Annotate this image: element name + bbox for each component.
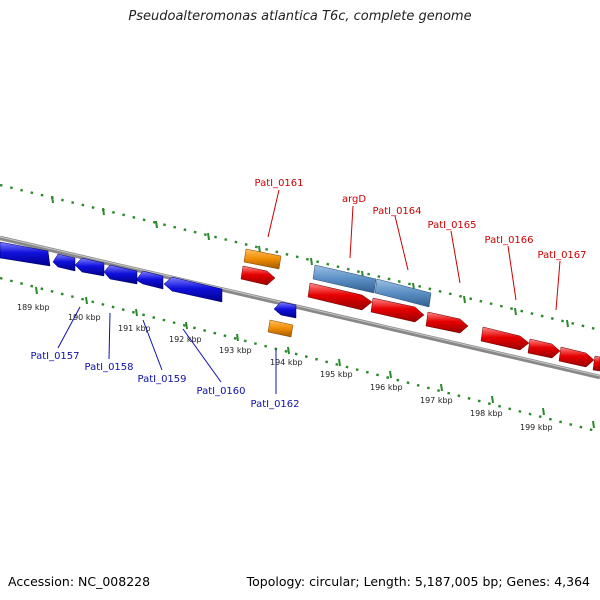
outer-major-tick <box>463 295 466 304</box>
reverse-cds-arrow[interactable] <box>103 264 138 285</box>
inner-major-tick <box>542 407 545 416</box>
inner-major-tick <box>287 346 290 355</box>
forward-cds-arrow[interactable] <box>370 297 425 323</box>
ruler-label: 190 kbp <box>68 313 101 322</box>
ruler-label: 191 kbp <box>118 324 151 333</box>
inner-tick-ruler <box>0 276 600 434</box>
inner-major-tick <box>135 308 138 317</box>
inner-major-tick <box>35 286 38 295</box>
leader-line <box>142 319 163 371</box>
rrna-feature[interactable] <box>267 319 294 338</box>
inner-major-tick <box>236 333 239 342</box>
reverse-gene-leaders <box>57 306 277 394</box>
gene-feature[interactable] <box>374 278 432 308</box>
gene-label-argd[interactable]: argD <box>342 194 366 205</box>
leader-line <box>108 312 111 360</box>
inner-major-ticks <box>35 286 595 429</box>
page-title: Pseudoalteromonas atlantica T6c, complet… <box>128 9 472 24</box>
ruler-label: 192 kbp <box>169 335 202 344</box>
inner-major-tick <box>491 395 494 404</box>
forward-cds-arrow[interactable] <box>480 326 530 351</box>
gene-label-patl-0160[interactable]: PatI_0160 <box>196 386 245 397</box>
leader-line <box>450 230 461 284</box>
leader-line <box>267 189 280 238</box>
accession-text: Accession: NC_008228 <box>8 574 151 589</box>
gene-label-patl-0162[interactable]: PatI_0162 <box>250 399 299 410</box>
reverse-cds-arrow[interactable] <box>135 270 164 290</box>
outer-major-tick <box>207 232 210 241</box>
inner-major-tick <box>440 383 443 392</box>
leader-line <box>394 215 409 271</box>
rrna-features <box>243 248 294 338</box>
inner-major-tick <box>85 296 88 305</box>
rrna-feature[interactable] <box>243 248 282 270</box>
reverse-cds-arrow[interactable] <box>163 276 223 303</box>
ruler-labels: 189 kbp 190 kbp 191 kbp 192 kbp 193 kbp … <box>17 303 553 432</box>
ruler-label: 194 kbp <box>270 358 303 367</box>
gene-label-patl-0164[interactable]: PatI_0164 <box>372 206 421 217</box>
genome-summary-text: Topology: circular; Length: 5,187,005 bp… <box>246 574 590 589</box>
gene-label-patl-0161[interactable]: PatI_0161 <box>254 178 303 189</box>
inner-major-tick <box>389 370 392 379</box>
forward-cds-arrow[interactable] <box>527 338 561 359</box>
gene-features <box>312 264 432 308</box>
ruler-label: 193 kbp <box>219 346 252 355</box>
backbone-line <box>0 235 600 380</box>
gene-label-patl-0165[interactable]: PatI_0165 <box>427 220 476 231</box>
outer-major-tick <box>310 257 313 266</box>
inner-major-tick <box>592 420 595 429</box>
outer-major-ticks <box>51 195 569 328</box>
gene-label-patl-0167[interactable]: PatI_0167 <box>537 250 586 261</box>
inner-major-tick <box>338 358 341 367</box>
outer-major-tick <box>51 195 54 204</box>
gene-label-patl-0166[interactable]: PatI_0166 <box>484 235 533 246</box>
gene-label-patl-0157[interactable]: PatI_0157 <box>30 351 79 362</box>
inner-major-tick <box>185 321 188 330</box>
leader-line <box>349 205 354 259</box>
forward-gene-leaders <box>267 189 561 311</box>
ruler-label: 199 kbp <box>520 423 553 432</box>
argD-gene-feature[interactable] <box>312 264 377 294</box>
leader-line <box>57 306 81 349</box>
reverse-cds-arrow[interactable] <box>0 241 51 267</box>
reverse-cds-arrow[interactable] <box>74 257 105 277</box>
reverse-cds-arrow[interactable] <box>273 301 297 319</box>
gene-label-patl-0158[interactable]: PatI_0158 <box>84 362 133 373</box>
leader-line <box>182 328 222 383</box>
forward-cds-arrow[interactable] <box>592 355 600 372</box>
leader-line <box>507 245 517 301</box>
forward-cds-arrow[interactable] <box>240 265 276 286</box>
ruler-label: 196 kbp <box>370 383 403 392</box>
genome-backbone <box>0 235 600 380</box>
forward-cds-arrow[interactable] <box>558 346 595 368</box>
outer-major-tick <box>566 319 569 328</box>
ruler-label: 195 kbp <box>320 370 353 379</box>
leader-line <box>555 260 561 311</box>
outer-major-tick <box>155 220 158 229</box>
forward-gene-labels: PatI_0161 argD PatI_0164 PatI_0165 PatI_… <box>254 178 586 261</box>
outer-major-tick <box>514 307 517 316</box>
outer-major-tick <box>102 207 105 216</box>
forward-strand-genes <box>240 265 600 372</box>
ruler-label: 189 kbp <box>17 303 50 312</box>
inner-dotted-line <box>0 276 600 434</box>
gene-label-patl-0159[interactable]: PatI_0159 <box>137 374 186 385</box>
reverse-gene-labels: PatI_0157 PatI_0158 PatI_0159 PatI_0160 … <box>30 351 299 410</box>
forward-cds-arrow[interactable] <box>307 282 373 311</box>
forward-cds-arrow[interactable] <box>425 311 469 334</box>
reverse-cds-arrow[interactable] <box>52 253 76 272</box>
backbone-highlight <box>0 236 600 377</box>
reverse-strand-genes <box>0 241 297 319</box>
ruler-label: 198 kbp <box>470 409 503 418</box>
ruler-label: 197 kbp <box>420 396 453 405</box>
